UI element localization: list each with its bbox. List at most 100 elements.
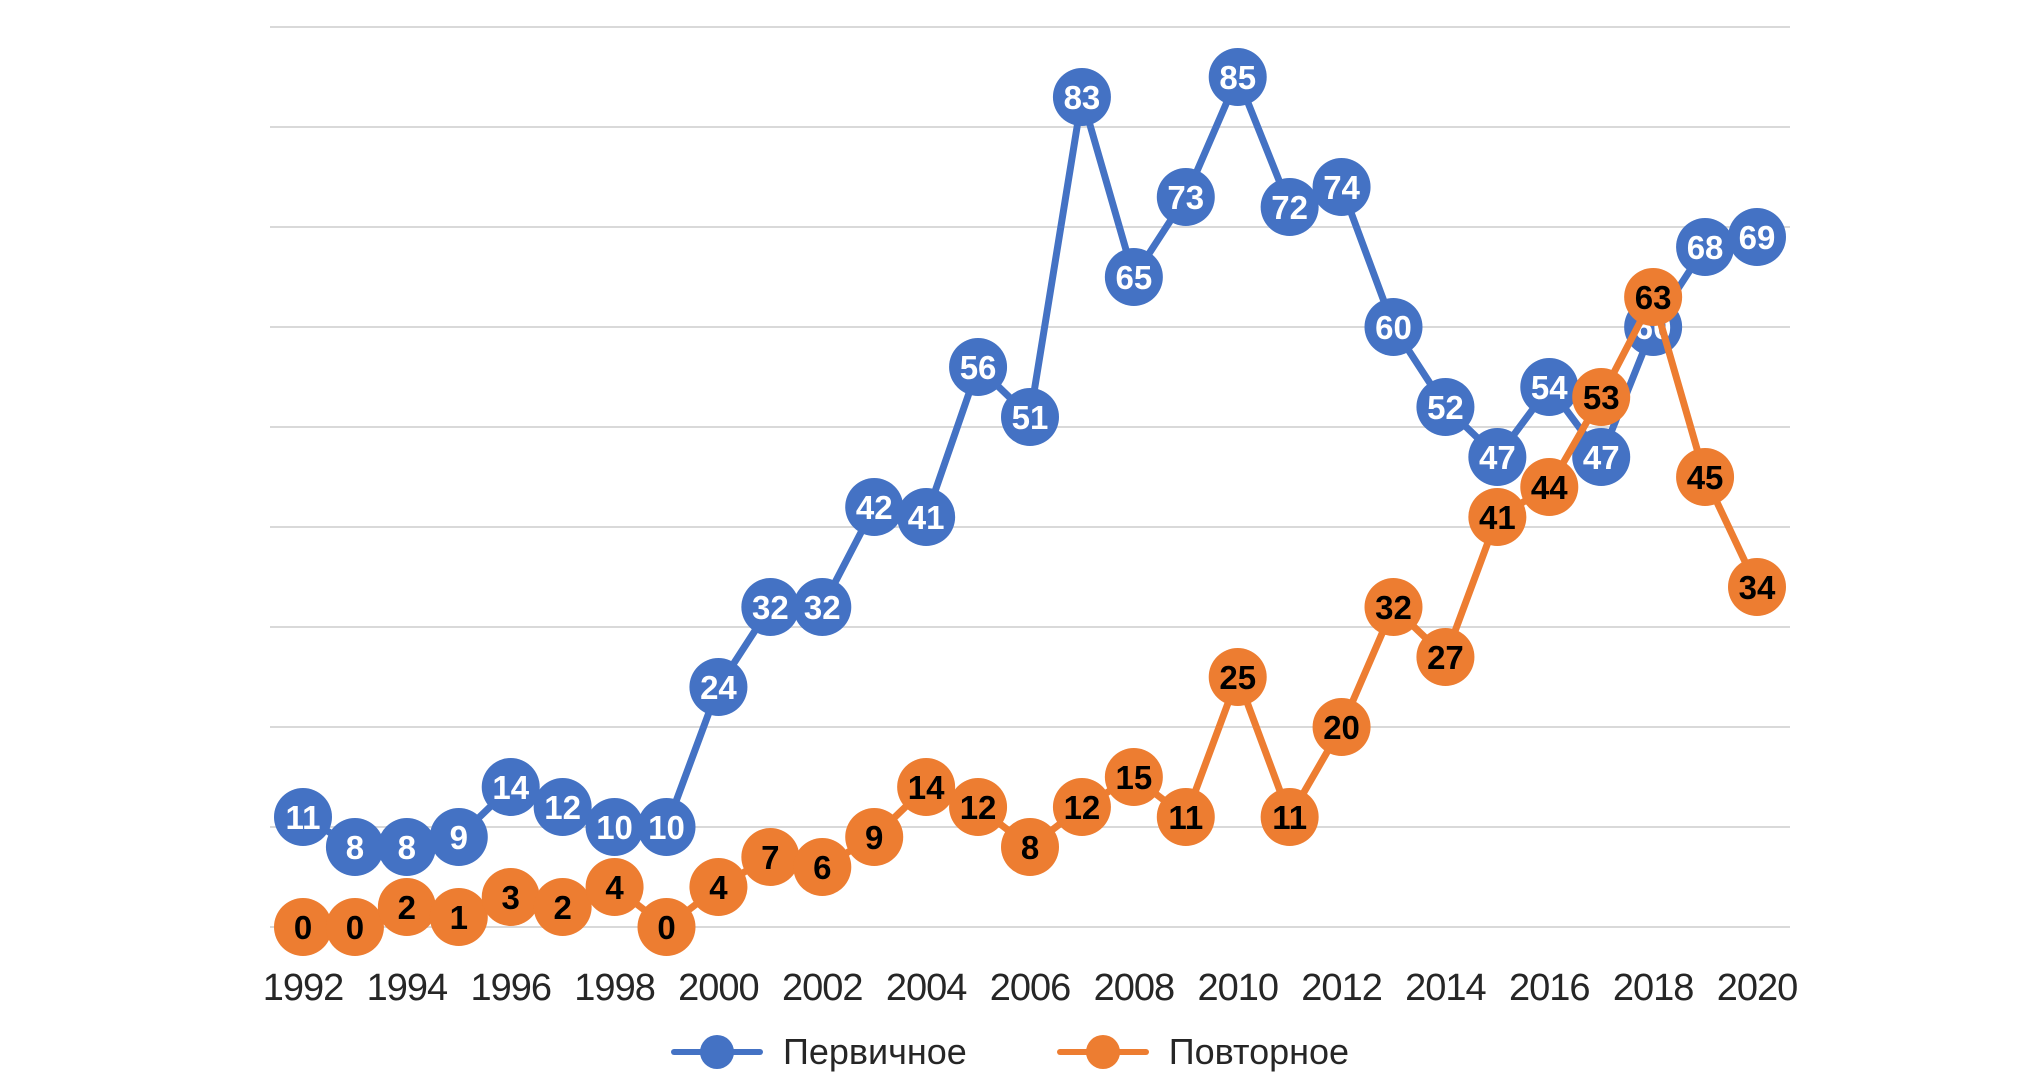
data-point-label: 74 bbox=[1323, 169, 1360, 206]
data-point-marker bbox=[585, 858, 644, 916]
data-point-label: 32 bbox=[804, 589, 841, 626]
data-point-marker bbox=[1624, 268, 1683, 326]
data-point-marker bbox=[1001, 818, 1059, 876]
data-point-marker bbox=[689, 658, 748, 716]
data-point-marker bbox=[689, 858, 748, 916]
data-point-label: 15 bbox=[1115, 759, 1152, 796]
data-point-marker bbox=[1572, 428, 1631, 486]
data-point-marker bbox=[1520, 458, 1579, 516]
data-point-label: 34 bbox=[1739, 569, 1776, 606]
data-point-marker bbox=[637, 898, 696, 956]
data-point-label: 24 bbox=[700, 669, 737, 706]
legend-line-marker-repeat bbox=[1056, 1035, 1149, 1069]
data-point-marker bbox=[1156, 788, 1215, 846]
data-point-marker bbox=[1728, 208, 1786, 266]
legend-item-repeat: Повторное bbox=[1056, 1031, 1349, 1073]
data-point-marker bbox=[1676, 218, 1735, 276]
data-point-marker bbox=[793, 578, 852, 636]
data-point-label: 1 bbox=[450, 899, 468, 936]
data-point-marker bbox=[429, 808, 488, 866]
data-point-marker bbox=[377, 818, 436, 876]
data-point-label: 41 bbox=[908, 499, 945, 536]
data-point-label: 8 bbox=[346, 829, 364, 866]
data-point-label: 47 bbox=[1479, 439, 1516, 476]
data-point-marker bbox=[325, 898, 384, 956]
legend-line-marker-primary bbox=[670, 1035, 763, 1069]
data-point-marker bbox=[1728, 558, 1786, 616]
x-axis-tick-label: 2014 bbox=[1405, 967, 1486, 1009]
data-point-marker bbox=[845, 808, 904, 866]
x-axis-tick-label: 2020 bbox=[1717, 967, 1798, 1009]
data-point-marker bbox=[949, 338, 1008, 396]
data-point-label: 42 bbox=[856, 489, 893, 526]
x-axis-tick-label: 2010 bbox=[1197, 967, 1278, 1009]
data-point-label: 60 bbox=[1375, 309, 1412, 346]
x-axis-tick-label: 2000 bbox=[678, 967, 759, 1009]
data-point-marker bbox=[1260, 788, 1319, 846]
data-point-marker bbox=[1208, 648, 1267, 706]
data-point-marker bbox=[1468, 488, 1527, 546]
data-point-marker bbox=[637, 798, 696, 856]
data-point-marker bbox=[1416, 378, 1475, 436]
data-point-marker bbox=[274, 788, 332, 846]
data-point-label: 6 bbox=[813, 849, 831, 886]
data-point-marker bbox=[325, 818, 384, 876]
data-point-marker bbox=[1104, 248, 1163, 306]
data-point-label: 53 bbox=[1583, 379, 1620, 416]
data-point-label: 27 bbox=[1427, 639, 1464, 676]
data-point-label: 9 bbox=[450, 819, 468, 856]
data-point-label: 56 bbox=[960, 349, 997, 386]
x-axis-tick-label: 2016 bbox=[1509, 967, 1590, 1009]
data-point-label: 0 bbox=[294, 909, 312, 946]
data-point-label: 0 bbox=[657, 909, 675, 946]
data-point-label: 65 bbox=[1115, 259, 1152, 296]
data-point-label: 11 bbox=[1272, 799, 1307, 836]
data-point-label: 10 bbox=[596, 809, 633, 846]
data-point-label: 12 bbox=[960, 789, 997, 826]
x-axis-tick-label: 1998 bbox=[574, 967, 655, 1009]
data-point-label: 73 bbox=[1167, 179, 1204, 216]
x-axis-tick-label: 1994 bbox=[367, 967, 448, 1009]
data-point-label: 11 bbox=[286, 799, 321, 836]
x-axis-tick-label: 1992 bbox=[263, 967, 344, 1009]
data-point-marker bbox=[533, 778, 592, 836]
data-point-label: 14 bbox=[908, 769, 945, 806]
legend-label-primary: Первичное bbox=[782, 1031, 967, 1072]
data-point-label: 9 bbox=[865, 819, 883, 856]
x-axis-tick-label: 2006 bbox=[990, 967, 1071, 1009]
data-point-label: 20 bbox=[1323, 709, 1360, 746]
data-point-marker bbox=[274, 898, 332, 956]
data-point-marker bbox=[897, 758, 956, 816]
data-point-marker bbox=[741, 578, 800, 636]
data-point-marker bbox=[481, 758, 540, 816]
data-point-label: 68 bbox=[1687, 229, 1724, 266]
x-axis-tick-label: 2018 bbox=[1613, 967, 1694, 1009]
data-point-label: 72 bbox=[1271, 189, 1308, 226]
data-point-marker bbox=[1572, 368, 1631, 426]
data-point-marker bbox=[429, 888, 488, 946]
data-point-marker bbox=[1416, 628, 1475, 686]
data-point-marker bbox=[1312, 158, 1371, 216]
x-axis: 1992 1994 1996 1998 2000 2002 2004 2006 2008 2010… bbox=[263, 967, 1799, 1009]
data-point-label: 52 bbox=[1427, 389, 1464, 426]
data-point-marker bbox=[741, 828, 800, 886]
data-point-label: 7 bbox=[761, 839, 779, 876]
data-point-marker bbox=[1676, 448, 1735, 506]
data-point-marker bbox=[1260, 178, 1319, 236]
data-point-marker bbox=[1156, 168, 1215, 226]
data-point-label: 8 bbox=[398, 829, 416, 866]
data-point-label: 8 bbox=[1021, 829, 1039, 866]
data-point-label: 85 bbox=[1219, 59, 1256, 96]
data-point-marker bbox=[533, 878, 592, 936]
data-point-label: 2 bbox=[553, 889, 571, 926]
data-point-marker bbox=[949, 778, 1008, 836]
line-chart: 1992 1994 1996 1998 2000 2002 2004 2006 2008 2010… bbox=[263, 26, 1799, 1009]
data-point-marker bbox=[1364, 298, 1423, 356]
data-point-label: 4 bbox=[709, 869, 728, 906]
legend-dot-icon-repeat bbox=[1085, 1035, 1120, 1069]
data-point-marker bbox=[845, 478, 904, 536]
data-point-marker bbox=[793, 838, 852, 896]
data-point-label: 0 bbox=[346, 909, 364, 946]
data-point-label: 41 bbox=[1479, 499, 1516, 536]
